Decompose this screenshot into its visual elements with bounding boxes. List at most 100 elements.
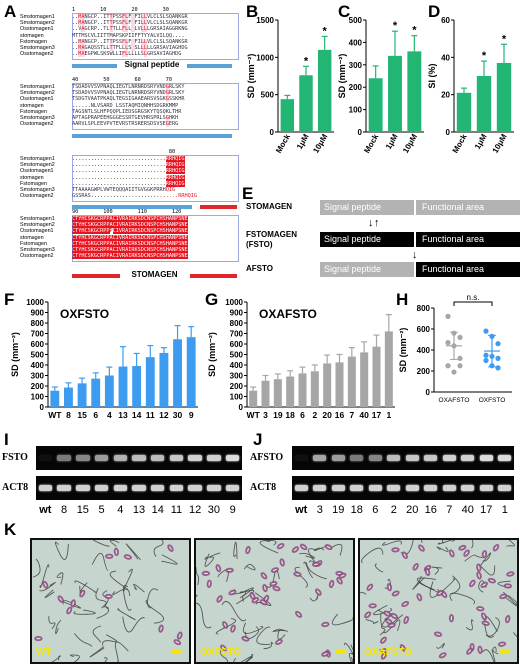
panel-label-k: K [4, 520, 17, 539]
chart-d: 0 20 40 60 Mock * 1μM * 10μM SI (%) [427, 16, 514, 155]
y-tick-label: 0 [40, 403, 45, 412]
stoma-pore [483, 552, 486, 557]
chart-c: 0 100 200 300 400 500 Mock * 1μM * 10μM SD (mm⁻²) [337, 16, 424, 155]
lane-label: 2 [390, 504, 397, 516]
stoma-pore [107, 555, 112, 557]
comparison-bracket [453, 301, 493, 306]
bar [273, 379, 282, 407]
cell-wall [361, 547, 384, 564]
bar [159, 352, 169, 407]
stoma-pore [508, 573, 513, 575]
y-tick-label: 600 [417, 325, 431, 334]
cell-wall [39, 564, 50, 588]
bar [249, 390, 258, 407]
stoma-pore [230, 591, 235, 594]
lane-label: 3 [316, 504, 323, 516]
cell-wall [219, 649, 229, 662]
cell-wall [102, 634, 118, 646]
cell-wall [303, 561, 314, 579]
y-tick-label: 600 [31, 340, 45, 349]
stoma-pore [482, 614, 486, 619]
stoma-pore [271, 582, 276, 585]
bar [186, 337, 196, 407]
lane-label: 4 [117, 504, 124, 516]
y-tick-label: 200 [31, 382, 45, 391]
data-point [445, 340, 451, 346]
data-point [457, 355, 463, 361]
gel-band [38, 455, 53, 461]
y-tick-label: 0 [446, 128, 451, 137]
stoma-pore [44, 582, 47, 587]
panel-label-f: F [4, 290, 15, 309]
cell-wall [123, 568, 133, 592]
stoma-pore [419, 546, 424, 550]
signal-peptide-segment: Signal peptide [320, 200, 414, 215]
cell-wall [91, 552, 109, 572]
gel-band [169, 485, 184, 491]
y-tick-label: 500 [261, 91, 275, 100]
cell-wall [92, 625, 102, 643]
sequence-row: ......NLVSARD LSSTAQMIQNHHSDGRKMMP [72, 102, 179, 109]
gel-band [442, 485, 456, 491]
data-point [483, 352, 489, 358]
sequence-row: ..VAGCRP..TLTTLLFLL LVLLLGRSAIAGGRKNG [72, 26, 188, 33]
panel-label-a: A [4, 2, 17, 21]
sequence-name: Osstomagen2 [20, 121, 54, 128]
gel-band [57, 485, 71, 491]
cell-wall [449, 592, 476, 605]
cell-wall [239, 587, 254, 599]
cell-wall [485, 617, 500, 637]
cell-wall [412, 575, 425, 590]
gel-band [188, 485, 202, 491]
panel-label-b: B [246, 2, 259, 21]
stoma-pore [243, 637, 248, 640]
gel-band [405, 455, 419, 461]
sequence-name: Fstomagen [20, 108, 47, 115]
stoma-pore [440, 654, 445, 657]
cell-wall [465, 619, 474, 631]
data-point [483, 328, 489, 334]
chart-b: 0 500 1000 1500 Mock * 1μM * 10μM SD (mm⁻²) [246, 16, 334, 155]
y-tick-label: 400 [417, 346, 431, 355]
sequence-name: stomagen [20, 102, 44, 109]
gel-band [368, 455, 382, 461]
cell-wall [480, 552, 492, 566]
cell-wall [418, 581, 435, 591]
bar [145, 357, 155, 407]
cell-wall [294, 566, 308, 588]
cell-wall [436, 546, 449, 552]
sequence-row: TSDADVVSVPNAQLIEGTLNRNRDSRYVNDGRLSKY [72, 84, 185, 90]
alignment-ruler: 90 100 110 120 [72, 209, 182, 215]
construct-diagram: STOMAGEN Signal peptide Functional area FST… [246, 200, 520, 286]
sequence-row: ..MANGCP..ITTPSSFLF FILLVLCLSLSQANKGR [72, 14, 188, 20]
y-tick-label: 40 [441, 53, 450, 62]
sequence-name: Smstomagen3 [20, 187, 55, 193]
bar [335, 362, 344, 407]
cell-wall [133, 583, 145, 593]
cleavage-arrow-icon: ↓ [368, 217, 374, 229]
significance-marker: * [323, 25, 328, 37]
data-point [457, 363, 463, 369]
sequence-row: APTAGPRAPEEHGGGESSRTGEVHRSPRLSGHKH [72, 115, 179, 121]
y-tick-label: 0 [239, 403, 244, 412]
sequence-row: CTYHCSKGCRPPACIVRAIRKSDCNSPCHSHANPSNE [72, 216, 188, 222]
scale-bar [499, 650, 509, 653]
cell-wall [441, 540, 445, 544]
cell-wall [221, 600, 247, 622]
stoma-pore [223, 622, 227, 627]
lane-label: 18 [350, 504, 363, 516]
stoma-pore [499, 643, 505, 645]
cell-wall [242, 592, 247, 602]
stoma-pore [301, 545, 306, 549]
y-tick-label: 200 [417, 367, 431, 376]
y-tick-label: 400 [31, 361, 45, 370]
stoma-pore [59, 597, 63, 601]
sequence-name: Osstomagen2 [20, 253, 54, 260]
stoma-pore [385, 612, 390, 615]
cell-wall [51, 655, 61, 662]
cell-wall [123, 584, 132, 611]
cell-wall [431, 566, 443, 575]
gel-band [387, 455, 401, 461]
bar [261, 380, 270, 407]
data-point [445, 363, 451, 369]
